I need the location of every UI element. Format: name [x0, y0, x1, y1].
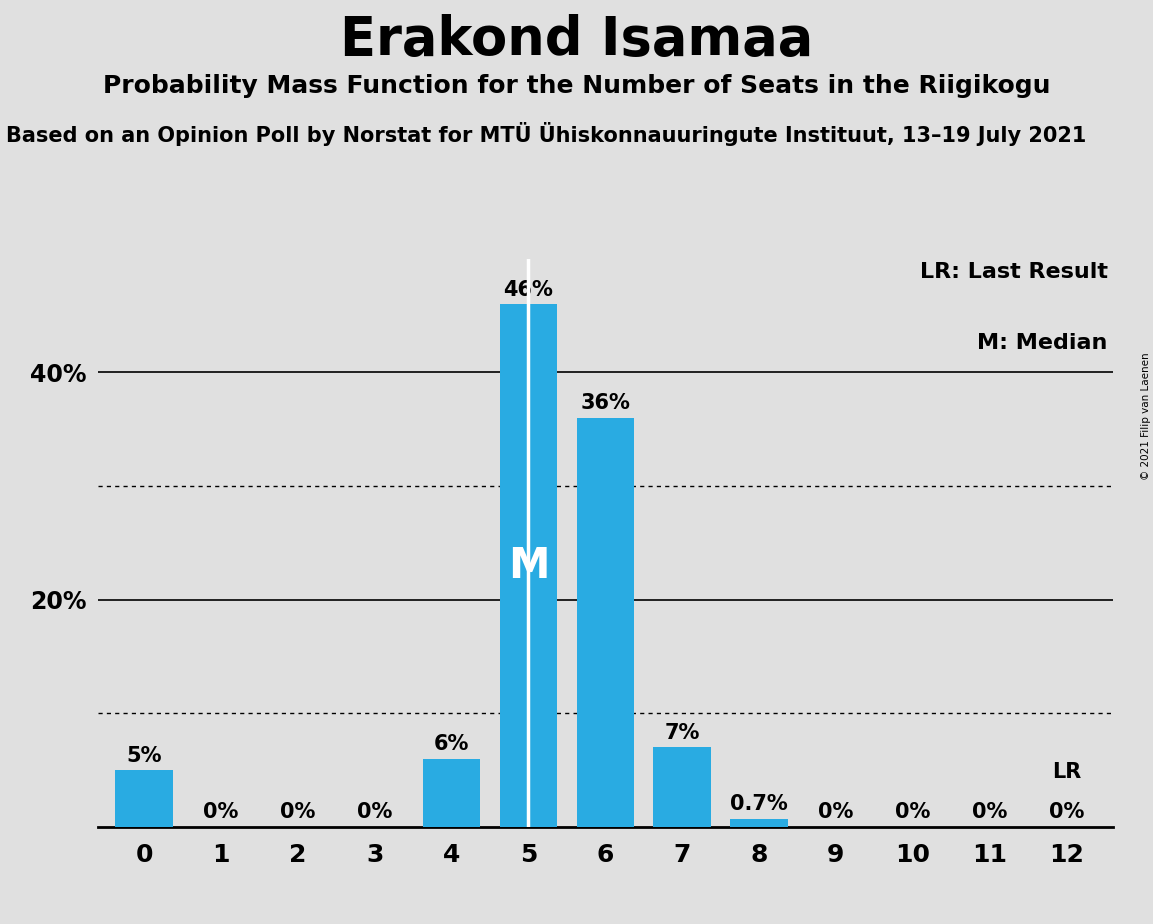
- Text: Probability Mass Function for the Number of Seats in the Riigikogu: Probability Mass Function for the Number…: [103, 74, 1050, 98]
- Bar: [115, 771, 173, 827]
- Text: 0.7%: 0.7%: [730, 795, 787, 814]
- Text: 0%: 0%: [972, 802, 1008, 822]
- Bar: [423, 759, 481, 827]
- Text: LR: LR: [1052, 761, 1082, 782]
- Text: 0%: 0%: [819, 802, 853, 822]
- Text: 0%: 0%: [1049, 802, 1084, 822]
- Text: 36%: 36%: [580, 394, 631, 413]
- Bar: [576, 418, 634, 827]
- Text: Based on an Opinion Poll by Norstat for MTÜ Ühiskonnauuringute Instituut, 13–19 : Based on an Opinion Poll by Norstat for …: [6, 122, 1086, 146]
- Text: 5%: 5%: [127, 746, 161, 766]
- Text: © 2021 Filip van Laenen: © 2021 Filip van Laenen: [1140, 352, 1151, 480]
- Text: 0%: 0%: [280, 802, 316, 822]
- Text: 0%: 0%: [895, 802, 930, 822]
- Text: M: M: [507, 544, 549, 587]
- Text: LR: Last Result: LR: Last Result: [920, 261, 1108, 282]
- Text: 46%: 46%: [504, 280, 553, 299]
- Bar: [499, 304, 557, 827]
- Bar: [730, 819, 787, 827]
- Text: 0%: 0%: [357, 802, 392, 822]
- Text: 0%: 0%: [203, 802, 239, 822]
- Text: Erakond Isamaa: Erakond Isamaa: [340, 14, 813, 66]
- Text: 7%: 7%: [664, 723, 700, 743]
- Text: 6%: 6%: [434, 735, 469, 754]
- Bar: [654, 748, 711, 827]
- Text: M: Median: M: Median: [978, 333, 1108, 353]
